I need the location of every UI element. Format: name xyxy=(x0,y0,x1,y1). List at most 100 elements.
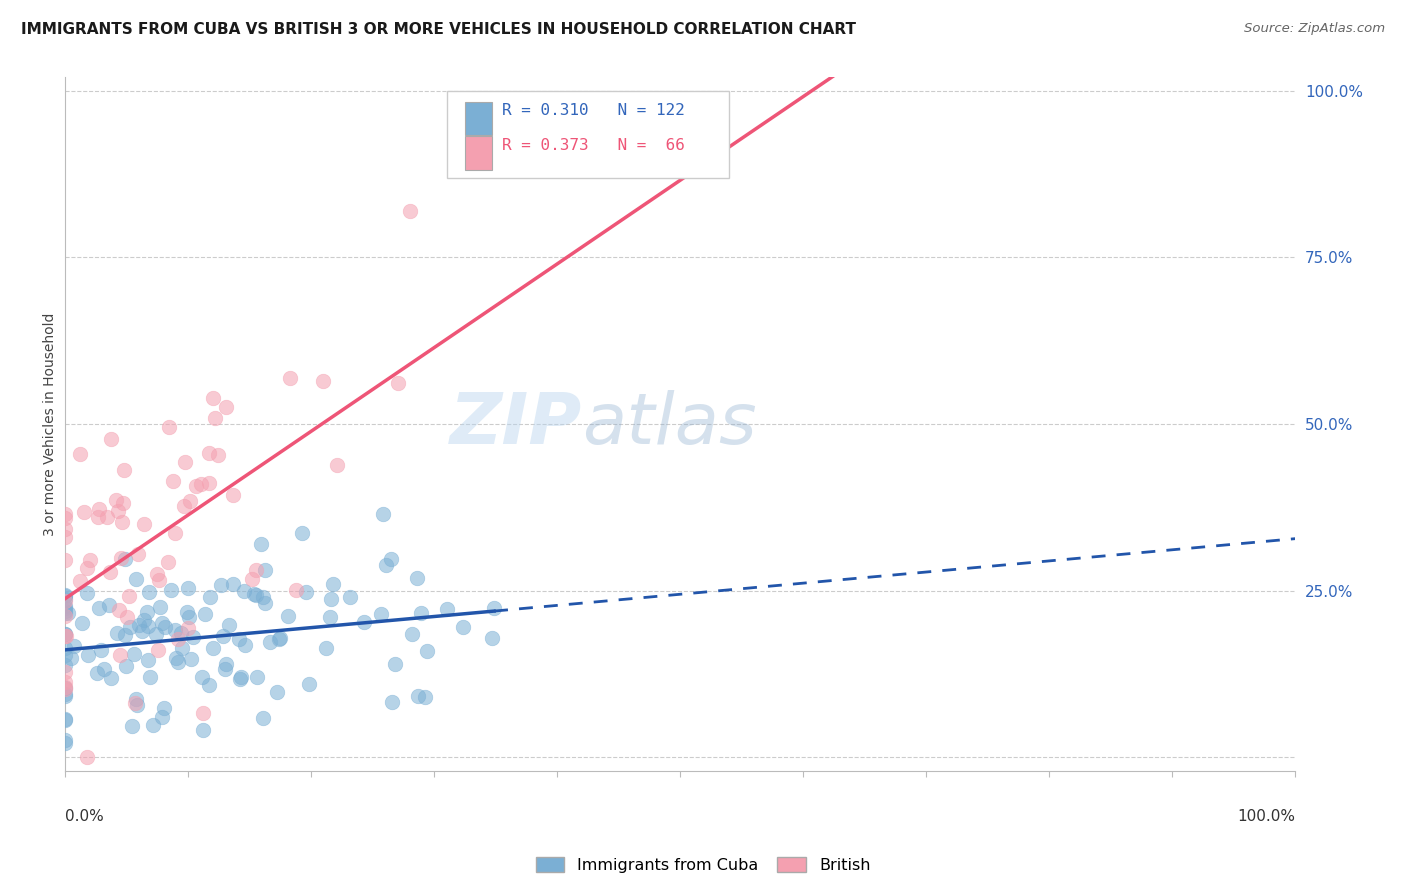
Point xyxy=(156,555,179,569)
Point xyxy=(55,680,77,694)
Point xyxy=(55,588,77,602)
Point xyxy=(73,505,96,519)
Point xyxy=(55,628,77,642)
Point xyxy=(198,678,221,692)
Point xyxy=(55,553,77,567)
Point xyxy=(108,648,131,663)
Point xyxy=(77,648,100,662)
Point xyxy=(322,577,344,591)
Point xyxy=(135,605,157,619)
Point xyxy=(245,564,267,578)
Point xyxy=(142,718,165,732)
Point xyxy=(93,661,115,675)
Point xyxy=(55,687,77,701)
Point xyxy=(55,689,77,703)
Point xyxy=(150,710,173,724)
Point xyxy=(243,587,266,601)
Point xyxy=(190,476,212,491)
Point xyxy=(277,608,299,623)
Point xyxy=(60,651,83,665)
Point xyxy=(131,624,153,638)
Point xyxy=(146,642,169,657)
Text: IMMIGRANTS FROM CUBA VS BRITISH 3 OR MORE VEHICLES IN HOUSEHOLD CORRELATION CHAR: IMMIGRANTS FROM CUBA VS BRITISH 3 OR MOR… xyxy=(21,22,856,37)
Point xyxy=(87,601,110,615)
Point xyxy=(155,620,177,634)
Point xyxy=(173,499,195,513)
Point xyxy=(218,617,240,632)
Point xyxy=(97,598,120,612)
Point xyxy=(207,448,229,462)
Point xyxy=(295,585,318,599)
Point xyxy=(55,508,77,522)
Point xyxy=(145,626,167,640)
Point xyxy=(136,618,159,632)
Point xyxy=(325,458,347,473)
Point xyxy=(186,479,208,493)
Point xyxy=(134,516,156,531)
Point xyxy=(321,591,343,606)
Point xyxy=(127,548,149,562)
Point xyxy=(245,588,267,602)
Point xyxy=(55,522,77,536)
Point xyxy=(252,711,274,725)
FancyBboxPatch shape xyxy=(465,102,492,135)
Point xyxy=(55,607,77,621)
Point xyxy=(55,600,77,615)
Point xyxy=(159,583,181,598)
Point xyxy=(253,563,276,577)
Point xyxy=(100,671,122,685)
Point xyxy=(284,583,307,598)
Point xyxy=(55,735,77,749)
Point xyxy=(55,594,77,608)
Point xyxy=(124,697,146,711)
Point xyxy=(197,445,219,459)
Point xyxy=(86,665,108,680)
Point xyxy=(55,589,77,603)
FancyBboxPatch shape xyxy=(447,91,730,178)
Point xyxy=(266,685,288,699)
Y-axis label: 3 or more Vehicles in Household: 3 or more Vehicles in Household xyxy=(44,312,58,536)
Point xyxy=(55,591,77,606)
Point xyxy=(409,607,432,621)
Point xyxy=(173,455,195,469)
Point xyxy=(69,447,91,461)
Point xyxy=(259,635,281,649)
Point xyxy=(104,493,127,508)
Point xyxy=(96,509,118,524)
Point xyxy=(319,610,342,624)
Point xyxy=(172,640,194,655)
Point xyxy=(222,577,245,591)
Point xyxy=(55,648,77,663)
Point xyxy=(55,609,77,624)
Point xyxy=(298,677,321,691)
Point xyxy=(87,510,110,524)
Point xyxy=(165,526,187,541)
FancyBboxPatch shape xyxy=(465,136,492,169)
Point xyxy=(55,627,77,641)
Point xyxy=(110,550,132,565)
Point xyxy=(128,618,150,632)
Point xyxy=(55,604,77,618)
Point xyxy=(136,653,159,667)
Point xyxy=(115,610,138,624)
Point xyxy=(163,623,186,637)
Point xyxy=(198,591,221,605)
Point xyxy=(482,601,505,615)
Text: 0.0%: 0.0% xyxy=(66,809,104,824)
Point xyxy=(100,432,122,446)
Point xyxy=(56,606,79,620)
Point xyxy=(228,632,250,646)
Point xyxy=(381,695,404,709)
Point xyxy=(55,681,77,695)
Point xyxy=(79,553,101,567)
Point xyxy=(121,719,143,733)
Point xyxy=(87,501,110,516)
Point xyxy=(107,626,129,640)
Point xyxy=(138,585,160,599)
Point xyxy=(436,601,458,615)
Point xyxy=(112,463,135,477)
Point xyxy=(215,401,238,415)
Point xyxy=(122,647,145,661)
Point xyxy=(177,609,200,624)
Point xyxy=(55,682,77,697)
